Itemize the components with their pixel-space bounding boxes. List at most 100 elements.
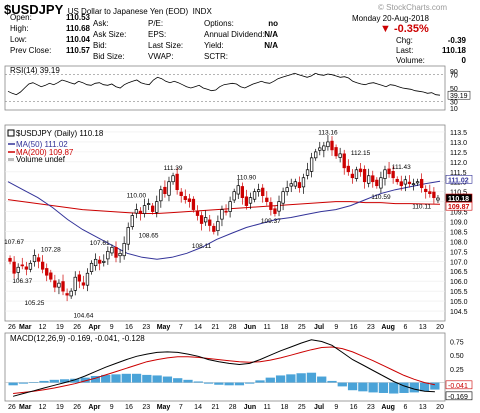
candle-up [403,179,408,185]
price-panel: 113.5113.0112.5112.0111.5111.0110.5110.0… [4,124,473,322]
candle [411,178,416,191]
watermark: © StockCharts.com [378,3,448,12]
quote-date: Monday 20-Aug-2018 [352,14,429,23]
quote-col-4-values: no N/A N/A [258,13,278,57]
x-tick-label: 19 [56,404,64,411]
x-tick-label: 12 [39,324,47,331]
macd-histogram-bar [80,377,90,383]
price-tick-label: 107.0 [450,259,468,266]
quote-label: EPS: [148,30,167,39]
x-tick-label: 16 [350,404,358,411]
candle-up [415,181,420,184]
candle-up [57,282,61,288]
candle-down [387,168,391,175]
candle-down [12,261,16,274]
change-percent: ▼ -0.35% [380,23,429,35]
candle [395,176,399,185]
candle [93,253,98,271]
candle [232,188,236,204]
macd-histogram-bar [18,382,29,384]
x-tick-label: 6 [403,404,407,411]
candle-down [265,197,269,202]
candle [228,196,232,218]
x-tick-label: 28 [229,324,237,331]
macd-histogram-bar [419,382,430,392]
macd-histogram-bar [70,378,80,383]
candle-down [334,147,338,157]
candle [424,185,428,199]
x-tick-label: 26 [8,324,16,331]
quote-label: Low: [10,35,27,44]
candle [358,163,363,177]
quote-label: VWAP: [148,52,174,61]
candle-up [142,205,147,214]
candle [379,171,383,194]
macd-signal-line [13,346,436,394]
x-tick-label: Jul [314,324,324,331]
price-annotation: 113.16 [318,130,338,137]
candle-down [224,210,228,213]
macd-histogram-bar [203,382,214,384]
x-tick-label: 13 [419,324,427,331]
macd-histogram-bar [111,374,121,383]
candle-down [77,274,81,282]
x-tick-label: Apr [88,324,100,331]
candle [61,274,65,296]
candle-down [20,264,24,267]
candle [265,191,269,206]
candle-down [179,191,183,196]
price-annotation: 105.25 [25,300,45,307]
candle-down [330,140,334,151]
price-axis: 113.5113.0112.5112.0111.5111.0110.5110.0… [450,130,468,316]
candle [314,148,318,161]
symbol-title: $USDJPY US Dollar to Japanese Yen (EOD) … [4,1,212,19]
candle-up [69,290,73,297]
candle-down [24,266,28,270]
price-tick-label: 106.5 [450,269,468,276]
candle [204,210,208,226]
price-tick-label: 112.5 [450,150,467,157]
candle-up [309,157,314,172]
macd-histogram-bar [275,375,286,383]
price-tick-label: 109.0 [450,220,468,227]
x-tick-label: 25 [298,324,306,331]
x-tick-label: 18 [281,324,289,331]
x-tick-label: 16 [125,324,133,331]
quote-value: N/A [264,41,278,50]
macd-right-label: -0.169 [448,394,468,401]
rsi-legend: RSI(14) 39.19 [10,66,60,75]
price-annotation: 107.67 [4,239,24,246]
candle-down [240,186,244,198]
macd-tick-label: 0.75 [450,339,464,346]
candle [428,184,432,198]
candle-up [130,215,134,228]
macd-histogram-bar [337,382,347,387]
macd-right-tag: -0.041 [445,380,473,390]
macd-histogram-bar [389,382,399,394]
price-annotation: 110.11 [412,203,431,210]
macd-histogram-bar [378,382,389,393]
rsi-current-label: 39.19 [450,93,468,100]
macd-histogram-bar [255,380,265,383]
candle-up [293,181,297,187]
x-tick-label: Aug [381,324,395,331]
candle-down [199,215,204,224]
candle [146,198,151,210]
x-tick-label: 20 [436,324,444,331]
x-tick-label: 14 [194,404,202,411]
candle [126,222,130,251]
candle-up [338,153,342,158]
legend-ma50: MA(50) 111.02 [16,140,68,149]
ma50-line [7,180,441,260]
candle-up [354,169,359,179]
x-tick-label: 26 [73,404,81,411]
candle [45,263,49,282]
x-tick-label: Jun [244,404,256,411]
price-tick-label: 110.5 [450,190,467,197]
candle [159,185,163,208]
candle-down [375,179,379,187]
candle-up [32,254,37,263]
candle-down [395,178,399,183]
candle-up [216,221,220,232]
quote-value: 110.53 [65,13,90,22]
